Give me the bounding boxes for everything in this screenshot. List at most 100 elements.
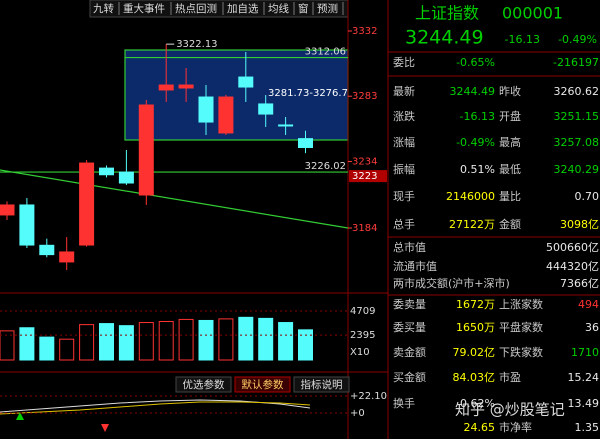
row-value: 1710	[571, 346, 599, 359]
watermark: 知乎 @炒股笔记	[455, 401, 565, 419]
current-marker	[349, 170, 387, 183]
candle-body	[118, 171, 134, 184]
volume-bar	[79, 324, 95, 361]
row-label: 昨收	[499, 84, 521, 98]
row-value: -0.49%	[456, 136, 495, 149]
level-label: 3312.06	[305, 47, 346, 58]
row-value: -0.65%	[456, 56, 495, 69]
row-value: 79.02亿	[453, 346, 496, 359]
y-tick-label: 3332	[352, 26, 377, 37]
candle-body	[0, 204, 15, 216]
row-label: 委买量	[393, 321, 426, 334]
row-label: 涨幅	[393, 136, 415, 149]
candle-body	[99, 167, 114, 176]
volume-bar	[138, 322, 154, 361]
volume-bar	[258, 317, 274, 361]
row-label: 现手	[393, 189, 415, 203]
row-value: 0.51%	[460, 163, 495, 176]
row-value: 0.62%	[460, 397, 495, 410]
row-value: 1650万	[456, 321, 495, 334]
toolbar-item[interactable]: 窗	[298, 2, 309, 15]
candle-body	[298, 138, 313, 148]
row-label: 流通市值	[393, 259, 437, 273]
candle-body	[238, 76, 254, 88]
row-value: 1.35	[575, 421, 600, 434]
row-label: 最低	[499, 163, 521, 176]
volume-bar	[198, 319, 214, 361]
row-value: 27122万	[449, 218, 495, 231]
y-tick-label: 3184	[352, 223, 377, 234]
volume-bar	[59, 338, 75, 361]
button[interactable]	[175, 376, 232, 393]
toolbar-item[interactable]: 热点回测	[175, 2, 217, 15]
row-value: 3260.62	[554, 85, 600, 98]
candle-body	[198, 96, 214, 123]
row-value: 36	[585, 321, 599, 334]
row-label: 平盘家数	[499, 320, 543, 334]
row-label: 上涨家数	[499, 297, 543, 311]
row-value: 84.03亿	[453, 371, 496, 384]
toolbar-item[interactable]: 加自选	[227, 2, 259, 15]
toolbar-item[interactable]: 均线	[268, 2, 289, 15]
row-label: 金额	[499, 217, 521, 231]
row-value: 0.70	[575, 190, 600, 203]
candle-body	[79, 162, 95, 246]
volume-bar	[278, 322, 294, 361]
signal-arrow	[16, 412, 24, 420]
row-label: 最高	[499, 135, 521, 149]
candle-body	[19, 204, 35, 246]
row-label: 量比	[499, 190, 521, 203]
button-label[interactable]: 优选参数	[183, 378, 225, 391]
row-value: 3244.49	[450, 85, 496, 98]
row-label: 涨跌	[393, 109, 415, 123]
volume-bar	[178, 318, 194, 361]
candle-body	[59, 251, 75, 263]
row-label: 委卖量	[393, 298, 426, 311]
volume-unit: X10	[350, 347, 370, 358]
range-box	[124, 49, 349, 141]
volume-bar	[99, 323, 114, 361]
toolbar-item[interactable]: 重大事件	[123, 2, 165, 15]
indicator-line	[0, 401, 311, 415]
row-label: 总市值	[393, 240, 426, 254]
toolbar-item[interactable]: 预测	[317, 2, 338, 15]
row-label: 总手	[393, 217, 415, 231]
row-value: 7366亿	[560, 277, 599, 290]
candle-body	[218, 96, 234, 134]
candle-body	[39, 244, 55, 256]
row-label: 市盈	[499, 370, 521, 384]
row-value: -16.13	[460, 110, 495, 123]
row-value: 3240.29	[554, 163, 600, 176]
stock-name: 上证指数	[415, 4, 479, 23]
volume-bar	[0, 330, 15, 361]
volume-tick-label: 4709	[350, 306, 375, 317]
button[interactable]	[293, 376, 350, 393]
row-value: -216197	[553, 56, 599, 69]
candle-body	[158, 84, 174, 91]
trend-line	[0, 169, 349, 229]
volume-bar	[238, 316, 254, 361]
row-label: 振幅	[393, 162, 415, 176]
stock-code: 000001	[502, 4, 563, 23]
volume-bar	[218, 318, 234, 361]
button-label[interactable]: 默认参数	[242, 378, 284, 391]
candle-body	[178, 84, 194, 89]
max-label: 3322.13	[176, 39, 217, 50]
price: 3244.49	[405, 27, 484, 49]
range-note: 3281.73-3276.7	[268, 88, 348, 99]
level-label: 3226.02	[305, 161, 346, 172]
row-value: 24.65	[464, 421, 496, 434]
candle-body	[278, 124, 294, 127]
volume-bar	[39, 336, 55, 361]
toolbar-item[interactable]: 九转	[93, 2, 114, 15]
button-label[interactable]: 指标说明	[301, 378, 343, 391]
volume-bar	[19, 327, 35, 361]
candle-body	[258, 103, 274, 115]
volume-bar	[158, 320, 174, 361]
y-tick-label: 3234	[352, 156, 377, 167]
button[interactable]	[234, 376, 291, 393]
row-label: 委比	[393, 56, 415, 69]
row-label: 下跌家数	[499, 345, 543, 359]
row-value: 3257.08	[554, 136, 600, 149]
